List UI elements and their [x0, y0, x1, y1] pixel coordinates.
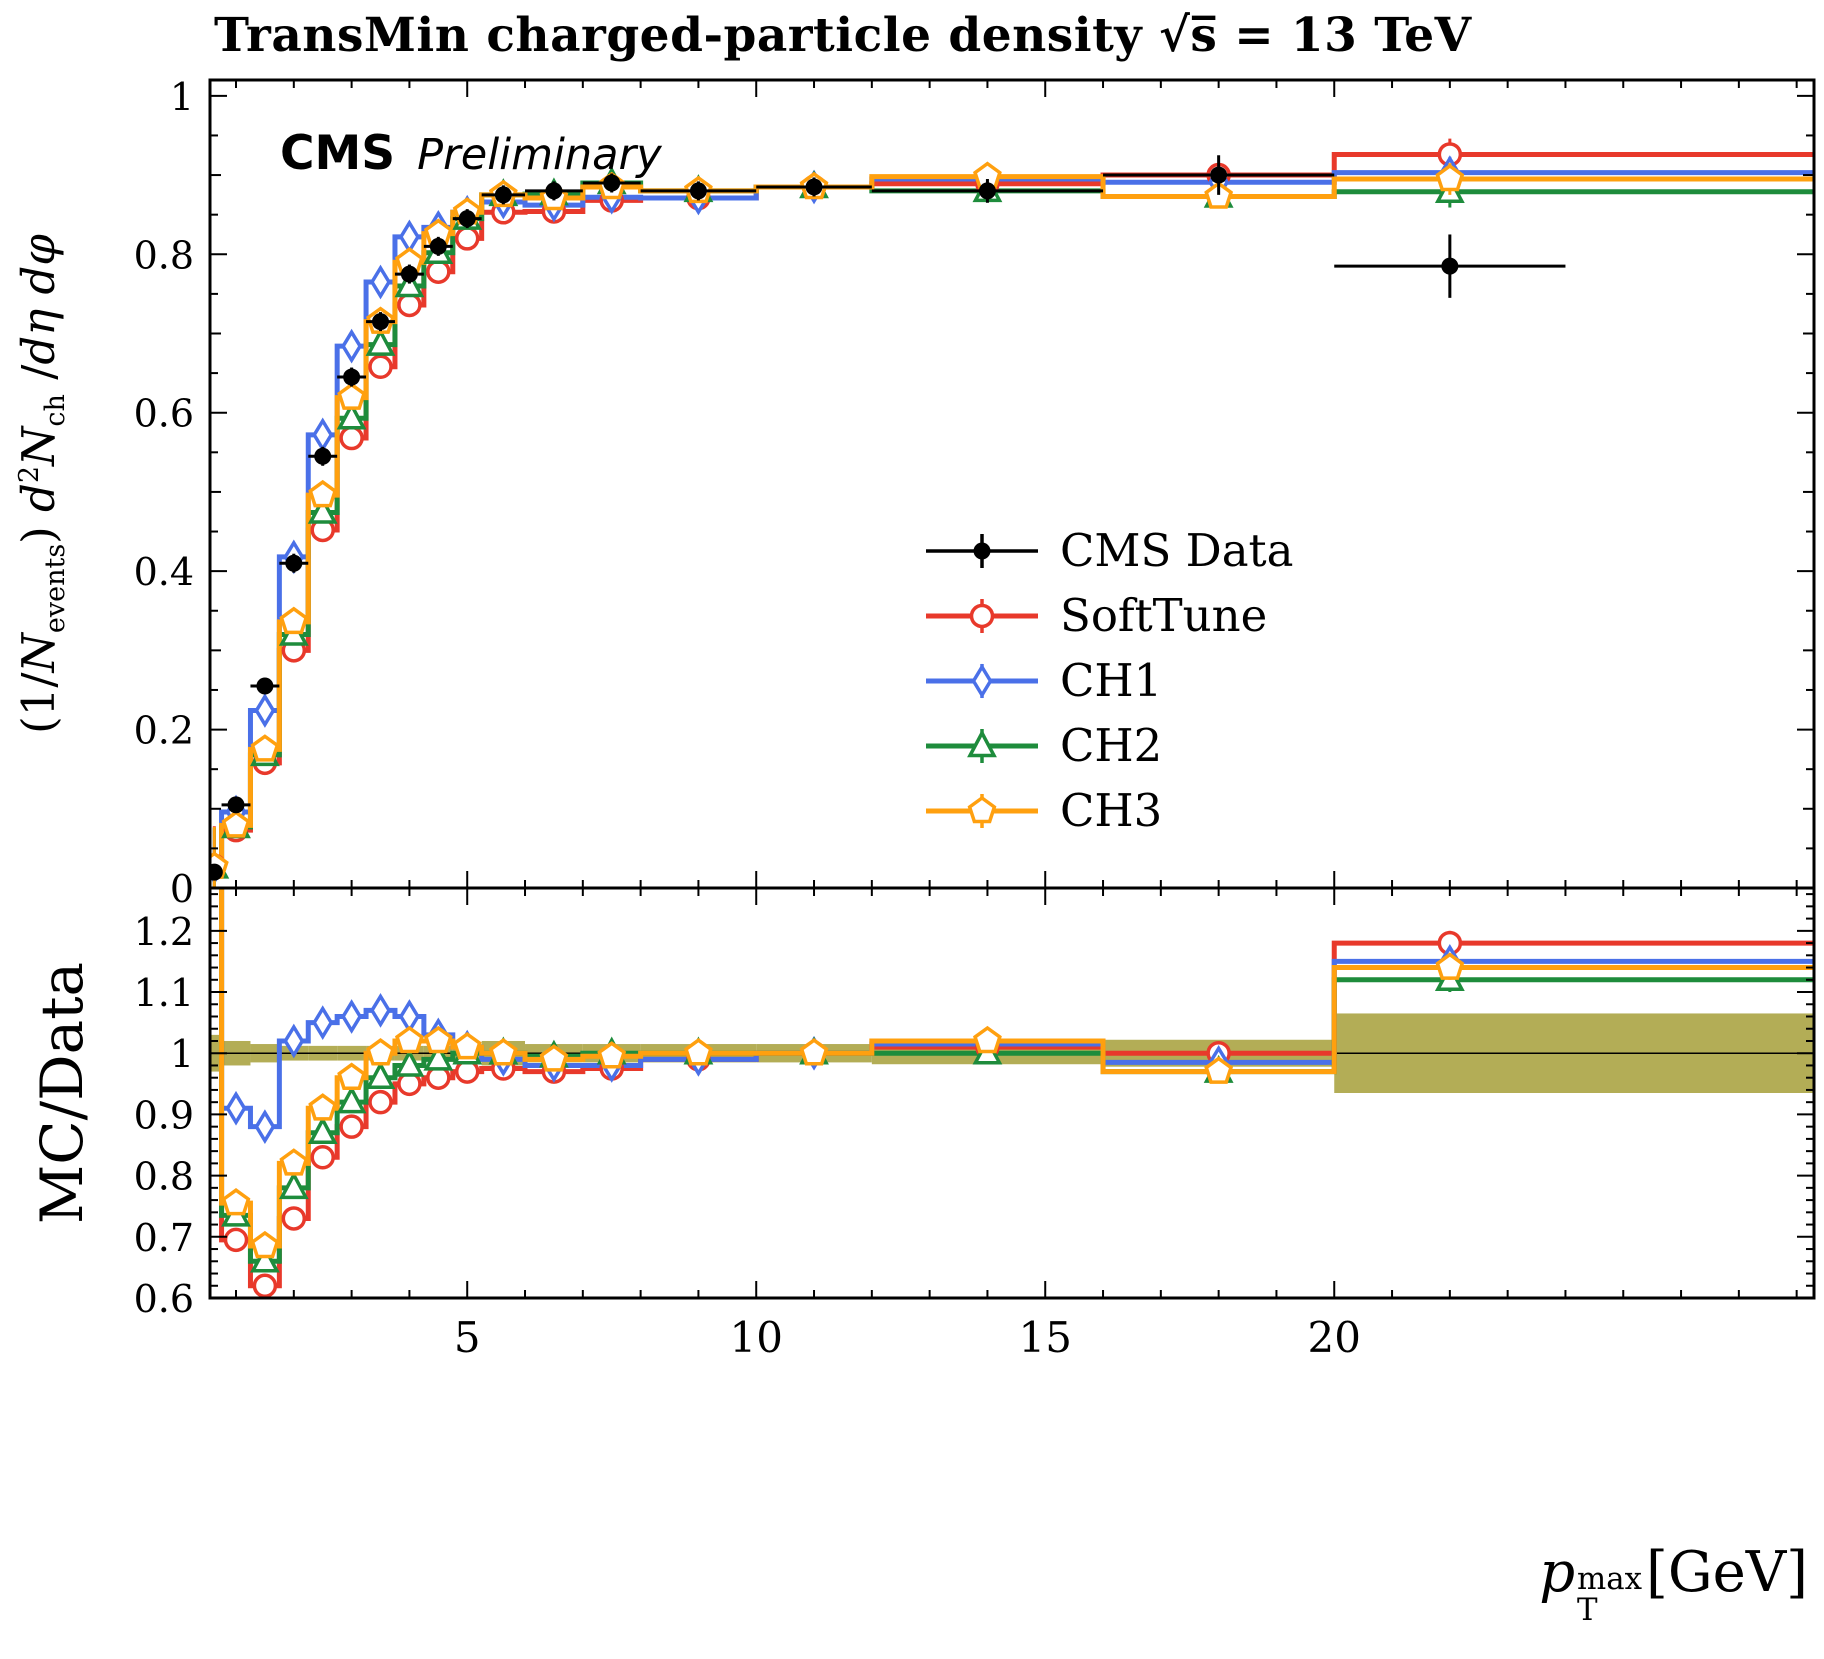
experiment-watermark: CMS Preliminary: [280, 126, 662, 181]
legend-label-cms-data: CMS Data: [1060, 524, 1294, 577]
cms-data-marker-icon: [926, 533, 1038, 568]
svg-text:0.2: 0.2: [134, 709, 194, 753]
legend-item-ch2: CH2: [922, 713, 1293, 778]
legend: CMS Data SoftTune CH1 CH2 CH3: [922, 518, 1293, 843]
legend-item-softtune: SoftTune: [922, 583, 1293, 648]
svg-text:0.8: 0.8: [134, 1155, 194, 1199]
svg-text:1: 1: [170, 75, 194, 119]
legend-label-ch1: CH1: [1060, 654, 1163, 707]
legend-item-ch1: CH1: [922, 648, 1293, 713]
svg-text:1: 1: [170, 1032, 194, 1076]
svg-text:10: 10: [730, 1313, 783, 1362]
svg-text:1.1: 1.1: [134, 971, 194, 1015]
ch2-marker-icon: [926, 728, 1038, 763]
y-axis-label-ratio: MC/Data: [28, 961, 96, 1225]
svg-text:0.9: 0.9: [134, 1093, 194, 1137]
preliminary-label: Preliminary: [417, 130, 662, 180]
svg-text:0.6: 0.6: [134, 392, 194, 436]
svg-text:0.4: 0.4: [134, 550, 194, 594]
svg-text:0.7: 0.7: [134, 1216, 194, 1260]
y-axis-label-top: (1/Nevents) d2Nch /dη dφ: [12, 234, 71, 734]
svg-text:0.8: 0.8: [134, 233, 194, 277]
legend-item-cms-data: CMS Data: [922, 518, 1293, 583]
legend-label-softtune: SoftTune: [1060, 589, 1268, 642]
svg-text:1.2: 1.2: [134, 910, 194, 954]
svg-text:15: 15: [1019, 1313, 1072, 1362]
ch1-marker-icon: [926, 663, 1038, 698]
legend-label-ch2: CH2: [1060, 719, 1163, 772]
softtune-marker-icon: [926, 598, 1038, 633]
svg-text:0.6: 0.6: [134, 1277, 194, 1321]
ch3-marker-icon: [926, 793, 1038, 828]
legend-item-ch3: CH3: [922, 778, 1293, 843]
x-axis-label: p max T [GeV]: [1539, 1540, 1808, 1629]
svg-text:0: 0: [170, 867, 194, 911]
experiment-name: CMS: [280, 126, 396, 181]
chart-title: TransMin charged-particle density √s̅ = …: [214, 8, 1472, 63]
legend-label-ch3: CH3: [1060, 784, 1163, 837]
svg-text:20: 20: [1308, 1313, 1361, 1362]
svg-text:5: 5: [454, 1313, 481, 1362]
